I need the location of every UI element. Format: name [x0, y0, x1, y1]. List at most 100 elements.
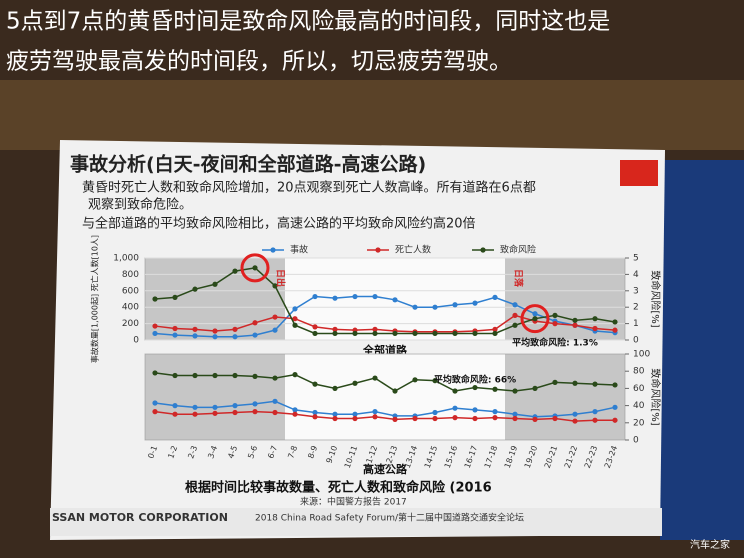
data-point: [212, 281, 218, 287]
data-point: [212, 372, 218, 379]
data-point: [452, 302, 458, 308]
y-tick-label: 400: [122, 303, 139, 313]
data-point: [532, 316, 538, 322]
data-point: [272, 283, 278, 289]
flag: [620, 160, 658, 186]
source: 来源：中国警方报告 2017: [300, 496, 407, 508]
data-point: [372, 414, 378, 420]
data-point: [292, 322, 298, 328]
data-point: [232, 326, 238, 332]
data-point: [512, 388, 518, 394]
night-shade: [145, 258, 285, 340]
data-point: [172, 294, 178, 300]
data-point: [332, 295, 338, 301]
data-point: [212, 334, 218, 340]
data-point: [492, 386, 498, 392]
y2-tick-label: 0: [633, 436, 639, 446]
annotation: 平均致命风险: 1.3%: [512, 337, 598, 349]
data-point: [572, 322, 578, 328]
data-point: [392, 388, 398, 394]
x-tick-label: 5-6: [246, 444, 259, 459]
data-point: [252, 265, 258, 271]
data-point: [452, 415, 458, 421]
data-point: [352, 293, 358, 300]
data-point: [352, 411, 358, 417]
data-point: [412, 377, 418, 383]
data-point: [152, 296, 158, 302]
data-point: [372, 375, 378, 381]
y2-tick-label: 40: [633, 401, 645, 411]
y-tick-label: 200: [122, 319, 139, 329]
highlight-ring: [520, 304, 550, 334]
data-point: [432, 409, 438, 416]
data-point: [592, 325, 598, 332]
ceiling: [0, 80, 744, 150]
data-point: [592, 316, 598, 322]
series-line: [154, 267, 616, 335]
y2-axis-label: 致命风险[%]: [649, 368, 662, 425]
data-point: [492, 415, 498, 421]
data-point: [552, 321, 558, 327]
data-point: [612, 404, 618, 410]
slide-bar: [50, 508, 662, 536]
y2-tick-label: 0: [633, 336, 639, 346]
data-point: [172, 372, 178, 379]
y-tick-label: 0: [133, 336, 139, 346]
charts: 02004006008001,000012345致命风险[%]事故数量[1,00…: [90, 235, 663, 476]
data-point: [492, 294, 498, 300]
x-tick-label: 8-9: [306, 444, 319, 459]
data-point: [612, 417, 618, 423]
data-point: [292, 407, 298, 413]
data-point: [232, 334, 238, 340]
data-point: [172, 411, 178, 417]
data-point: [452, 405, 458, 411]
data-point: [272, 314, 278, 320]
data-point: [572, 380, 578, 386]
data-point: [292, 372, 298, 378]
legend-swatch: [480, 247, 486, 253]
data-point: [152, 370, 158, 376]
data-point: [152, 409, 158, 415]
data-point: [332, 415, 338, 422]
x-tick-label: 6-7: [266, 444, 279, 459]
legend-label: 事故: [290, 244, 308, 256]
data-point: [312, 409, 318, 416]
y-tick-label: 800: [122, 270, 139, 280]
data-point: [372, 330, 378, 337]
data-point: [312, 381, 318, 387]
data-point: [432, 304, 438, 310]
data-point: [552, 312, 558, 318]
series-line: [154, 400, 616, 418]
caption: 疲劳驾驶最高发的时间段，所以，切忌疲劳驾驶。: [6, 49, 512, 75]
y2-tick-label: 2: [633, 303, 639, 313]
y-tick-label: 600: [122, 286, 139, 296]
footer: 根据时间比较事故数量、死亡人数和致命风险 (2016: [185, 480, 492, 496]
data-point: [512, 415, 518, 422]
data-point: [152, 400, 158, 406]
annotation: 日落: [513, 269, 525, 288]
data-point: [392, 330, 398, 337]
data-point: [232, 409, 238, 416]
data-point: [432, 330, 438, 337]
data-point: [192, 372, 198, 379]
data-point: [492, 326, 498, 332]
data-point: [292, 411, 298, 417]
night-shade: [145, 354, 285, 440]
data-point: [212, 404, 218, 410]
series-line: [154, 410, 615, 422]
data-point: [352, 380, 358, 386]
data-point: [252, 320, 258, 326]
forum: 2018 China Road Safety Forum/第十二届中国道路交通安…: [255, 512, 524, 524]
data-point: [312, 293, 318, 300]
night-shade: [505, 354, 625, 440]
data-point: [392, 297, 398, 303]
data-point: [452, 388, 458, 394]
data-point: [192, 326, 198, 332]
data-point: [292, 306, 298, 312]
data-point: [572, 411, 578, 417]
data-point: [352, 415, 358, 422]
series-line: [154, 372, 616, 392]
x-tick-label: 3-4: [206, 444, 219, 459]
legend-swatch: [270, 247, 276, 253]
